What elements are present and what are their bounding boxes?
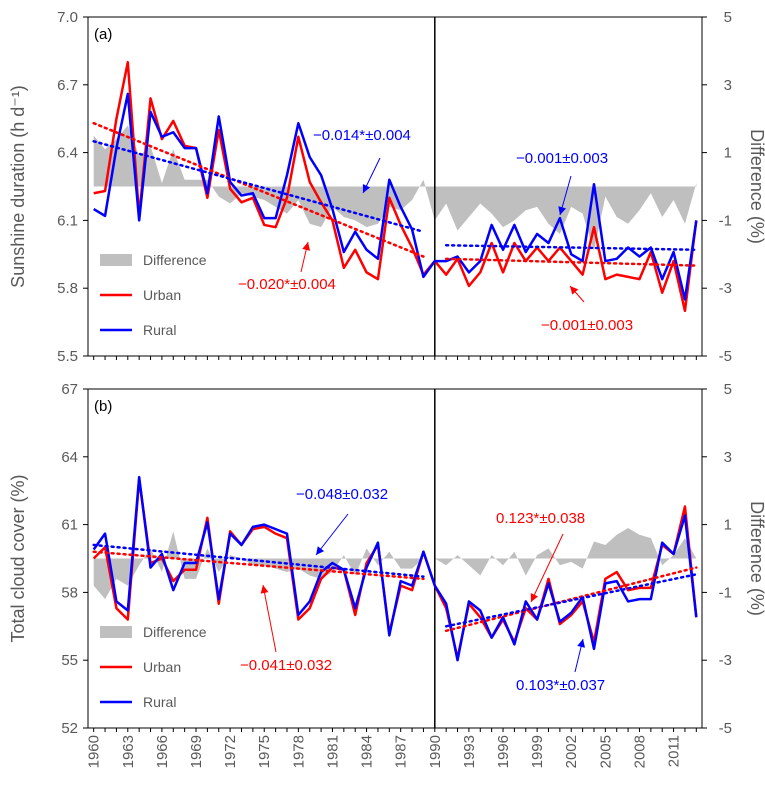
panel-label: (a): [94, 26, 112, 43]
rural-trend-line: [444, 573, 698, 628]
trend-arrowhead-urban: [302, 242, 311, 251]
panel-label: (b): [94, 398, 112, 415]
x-tick-label: 2008: [631, 735, 648, 768]
y-right-tick-label: 5: [724, 381, 732, 398]
rural-trend-line: [444, 244, 698, 252]
rural-trend-line: [92, 543, 425, 578]
trend-label-urban: −0.041±0.032: [240, 657, 332, 674]
y-tick-label: 64: [61, 449, 78, 466]
y-right-axis-title: Difference (%): [747, 129, 765, 244]
y-tick-label: 58: [61, 584, 78, 601]
trend-arrow-rural: [315, 513, 349, 556]
x-tick-label: 1990: [427, 735, 444, 768]
x-tick-label: 2005: [597, 735, 614, 768]
y-right-tick-label: -5: [719, 720, 732, 737]
legend-label-rural: Rural: [143, 694, 176, 710]
x-tick-label: 1978: [290, 735, 307, 768]
y-tick-label: 5.5: [57, 348, 78, 365]
y-right-tick-label: 3: [724, 77, 732, 94]
x-axis-labels: 1960 1963 1966 1969 1972 1975 1978 1981 1984 1987…: [86, 735, 683, 768]
x-tick-label: 2002: [563, 735, 580, 768]
legend: Difference Urban Rural: [100, 252, 207, 338]
x-tick-label: 1966: [154, 735, 171, 768]
trend-label-rural: 0.103*±0.037: [516, 677, 605, 694]
legend-swatch-difference: [100, 626, 132, 638]
y-tick-label: 6.7: [57, 77, 78, 94]
x-tick-label: 1999: [529, 735, 546, 768]
rural-trend-line: [92, 140, 425, 233]
y-axis-title: Sunshine duration (h d⁻¹): [8, 85, 28, 288]
urban-trend-line: [92, 550, 425, 581]
legend-label-difference: Difference: [143, 624, 207, 640]
urban-trend-line: [444, 257, 698, 267]
y-tick-label: 55: [61, 652, 78, 669]
y-right-tick-label: 1: [724, 517, 732, 534]
legend-swatch-difference: [100, 254, 132, 266]
y-right-tick-label: -1: [719, 212, 732, 229]
x-tick-label: 1960: [86, 735, 103, 768]
y-tick-label: 6.1: [57, 212, 78, 229]
x-tick-label: 2011: [666, 735, 683, 767]
y-axis-title: Total cloud cover (%): [8, 474, 28, 642]
y-right-axis-title: Difference (%): [747, 501, 765, 616]
trend-arrowhead-rural: [362, 184, 371, 193]
y-tick-label: 5.8: [57, 280, 78, 297]
x-tick-label: 1993: [461, 735, 478, 768]
y-right-tick-label: 3: [724, 449, 732, 466]
x-tick-label: 1981: [324, 735, 341, 768]
y-right-tick-label: 5: [724, 9, 732, 26]
panel-a: −0.020*±0.004 −0.014*±0.004 −0.001±0.003 −0…: [8, 9, 765, 365]
y-right-tick-label: -1: [719, 584, 732, 601]
x-tick-label: 1984: [359, 735, 376, 768]
trend-arrow-urban: [530, 533, 564, 603]
y-tick-label: 61: [61, 517, 78, 534]
trend-arrowhead-urban: [530, 593, 539, 602]
trend-label-rural: −0.014*±0.004: [313, 127, 411, 144]
panel-b: −0.041±0.032 −0.048±0.032 0.123*±0.038 0.10…: [8, 381, 765, 737]
trend-arrowhead-rural: [558, 206, 567, 215]
trend-label-urban: −0.020*±0.004: [238, 276, 336, 293]
trend-arrowhead-urban: [260, 585, 269, 594]
trend-arrowhead-urban: [570, 286, 579, 295]
plot-frame: [87, 388, 703, 729]
x-tick-label: 1963: [120, 735, 137, 768]
x-tick-label: 1972: [222, 735, 239, 768]
x-tick-label: 1996: [495, 735, 512, 768]
urban-trend-line: [92, 121, 425, 258]
difference-area: [93, 527, 697, 600]
legend: Difference Urban Rural: [100, 624, 207, 710]
trend-label-rural: −0.048±0.032: [296, 486, 388, 503]
trend-label-urban: 0.123*±0.038: [496, 510, 585, 527]
rural-series-line: [92, 475, 698, 662]
trend-arrow-urban: [262, 584, 277, 653]
y-tick-label: 6.4: [57, 145, 78, 162]
y-right-tick-label: -5: [719, 348, 732, 365]
trend-arrowhead-rural: [577, 639, 586, 648]
rural-series-line: [93, 92, 698, 301]
y-right-tick-label: -3: [719, 280, 732, 297]
y-right-tick-label: 1: [724, 145, 732, 162]
legend-label-urban: Urban: [143, 659, 181, 675]
x-tick-label: 1969: [188, 735, 205, 768]
trend-label-rural: −0.001±0.003: [516, 150, 608, 167]
legend-label-rural: Rural: [143, 322, 176, 338]
difference-area: [93, 125, 697, 251]
y-tick-label: 67: [61, 381, 78, 398]
trend-arrowhead-rural: [316, 546, 325, 555]
trend-label-urban: −0.001±0.003: [541, 317, 633, 334]
y-tick-label: 7.0: [57, 9, 78, 26]
y-right-tick-label: -3: [719, 652, 732, 669]
x-tick-label: 1987: [393, 735, 410, 768]
legend-label-urban: Urban: [143, 287, 181, 303]
legend-label-difference: Difference: [143, 252, 207, 268]
y-tick-label: 52: [61, 720, 78, 737]
plot-frame: [87, 16, 703, 357]
x-tick-label: 1975: [256, 735, 273, 768]
